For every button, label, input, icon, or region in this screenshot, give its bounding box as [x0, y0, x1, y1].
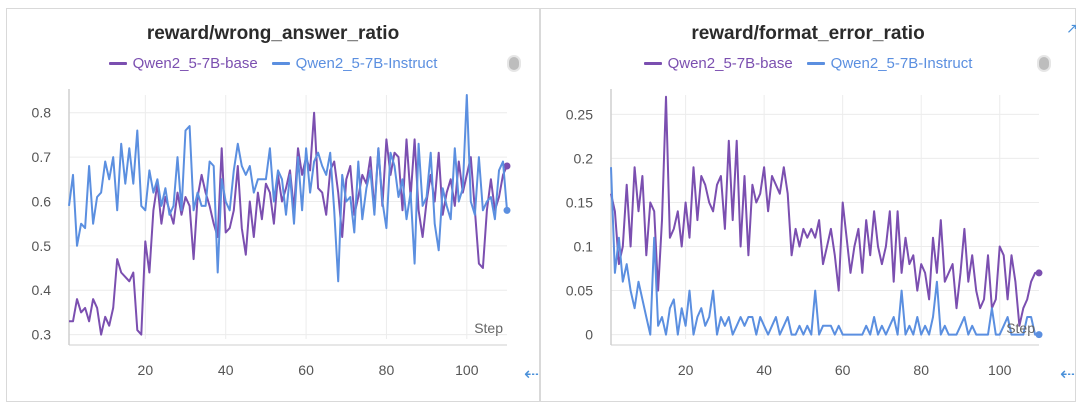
- y-tick-label: 0.2: [574, 150, 594, 166]
- chart-plot-wrong-answer-ratio: 0.3 0.4 0.5 0.6 0.7 0.8 20 40 60 80 100 Step: [32, 89, 511, 378]
- legend-swatch-instruct: [806, 61, 825, 65]
- arrow-left-icon[interactable]: ⇠: [524, 364, 540, 384]
- legend-label-instruct: Qwen2_5-7B-Instruct: [295, 54, 438, 72]
- chart-plot-format-error-ratio: 0 0.05 0.1 0.15 0.2 0.25 20 40 60 80 100 Step: [566, 89, 1043, 378]
- x-tick-label: 40: [218, 362, 234, 378]
- legend-label-base: Qwen2_5-7B-base: [132, 54, 258, 72]
- x-axis-label: Step: [474, 320, 503, 336]
- legend-swatch-instruct: [271, 61, 290, 65]
- y-tick-label: 0.5: [32, 238, 52, 254]
- x-tick-label: 80: [913, 362, 929, 378]
- x-tick-label: 60: [298, 362, 314, 378]
- arrow-up-right-icon[interactable]: ↗: [1066, 20, 1078, 36]
- series-end-marker: [503, 206, 511, 214]
- series-end-marker: [1035, 331, 1043, 339]
- series-line-instruct[interactable]: [610, 167, 1039, 336]
- y-tick-label: 0.8: [32, 105, 52, 121]
- toggle-icon[interactable]: [507, 55, 521, 72]
- legend-item-instruct[interactable]: Qwen2_5-7B-Instruct: [806, 53, 973, 73]
- legend-swatch-base: [643, 61, 662, 65]
- y-tick-label: 0.25: [566, 106, 593, 122]
- y-tick-label: 0.15: [566, 194, 593, 210]
- chart-title: reward/format_error_ratio: [691, 23, 925, 44]
- chart-legend: Qwen2_5-7B-base Qwen2_5-7B-Instruct: [7, 53, 539, 73]
- y-tick-label: 0: [585, 327, 593, 343]
- toggle-icon[interactable]: [1037, 55, 1051, 72]
- x-tick-label: 40: [756, 362, 772, 378]
- y-tick-label: 0.05: [566, 283, 593, 299]
- legend-item-instruct[interactable]: Qwen2_5-7B-Instruct: [271, 53, 438, 73]
- x-tick-label: 100: [988, 362, 1012, 378]
- legend-label-instruct: Qwen2_5-7B-Instruct: [830, 54, 973, 72]
- x-tick-label: 20: [678, 362, 694, 378]
- chart-panel-wrong-answer-ratio: reward/wrong_answer_ratio Qwen2_5-7B-bas…: [6, 8, 540, 402]
- y-tick-label: 0.1: [574, 239, 594, 255]
- x-tick-label: 80: [379, 362, 395, 378]
- y-tick-label: 0.3: [32, 327, 52, 343]
- legend-swatch-base: [108, 61, 127, 65]
- series-end-marker: [503, 162, 511, 170]
- series-end-marker: [1035, 269, 1043, 277]
- series-line-instruct[interactable]: [68, 94, 508, 283]
- chart-panel-format-error-ratio: reward/format_error_ratio Qwen2_5-7B-bas…: [540, 8, 1076, 402]
- legend-item-base[interactable]: Qwen2_5-7B-base: [108, 53, 258, 73]
- legend-item-base[interactable]: Qwen2_5-7B-base: [643, 53, 793, 73]
- series-line-base[interactable]: [610, 95, 1039, 327]
- y-tick-label: 0.4: [32, 282, 52, 298]
- x-axis-label: Step: [1006, 320, 1035, 336]
- legend-label-base: Qwen2_5-7B-base: [667, 54, 793, 72]
- x-tick-label: 100: [455, 362, 479, 378]
- y-tick-label: 0.7: [32, 149, 52, 165]
- x-tick-label: 20: [138, 362, 154, 378]
- y-tick-label: 0.6: [32, 193, 52, 209]
- x-tick-label: 60: [835, 362, 851, 378]
- chart-legend: Qwen2_5-7B-base Qwen2_5-7B-Instruct: [541, 53, 1075, 73]
- chart-title: reward/wrong_answer_ratio: [146, 23, 400, 44]
- arrow-left-icon[interactable]: ⇠: [1060, 364, 1076, 384]
